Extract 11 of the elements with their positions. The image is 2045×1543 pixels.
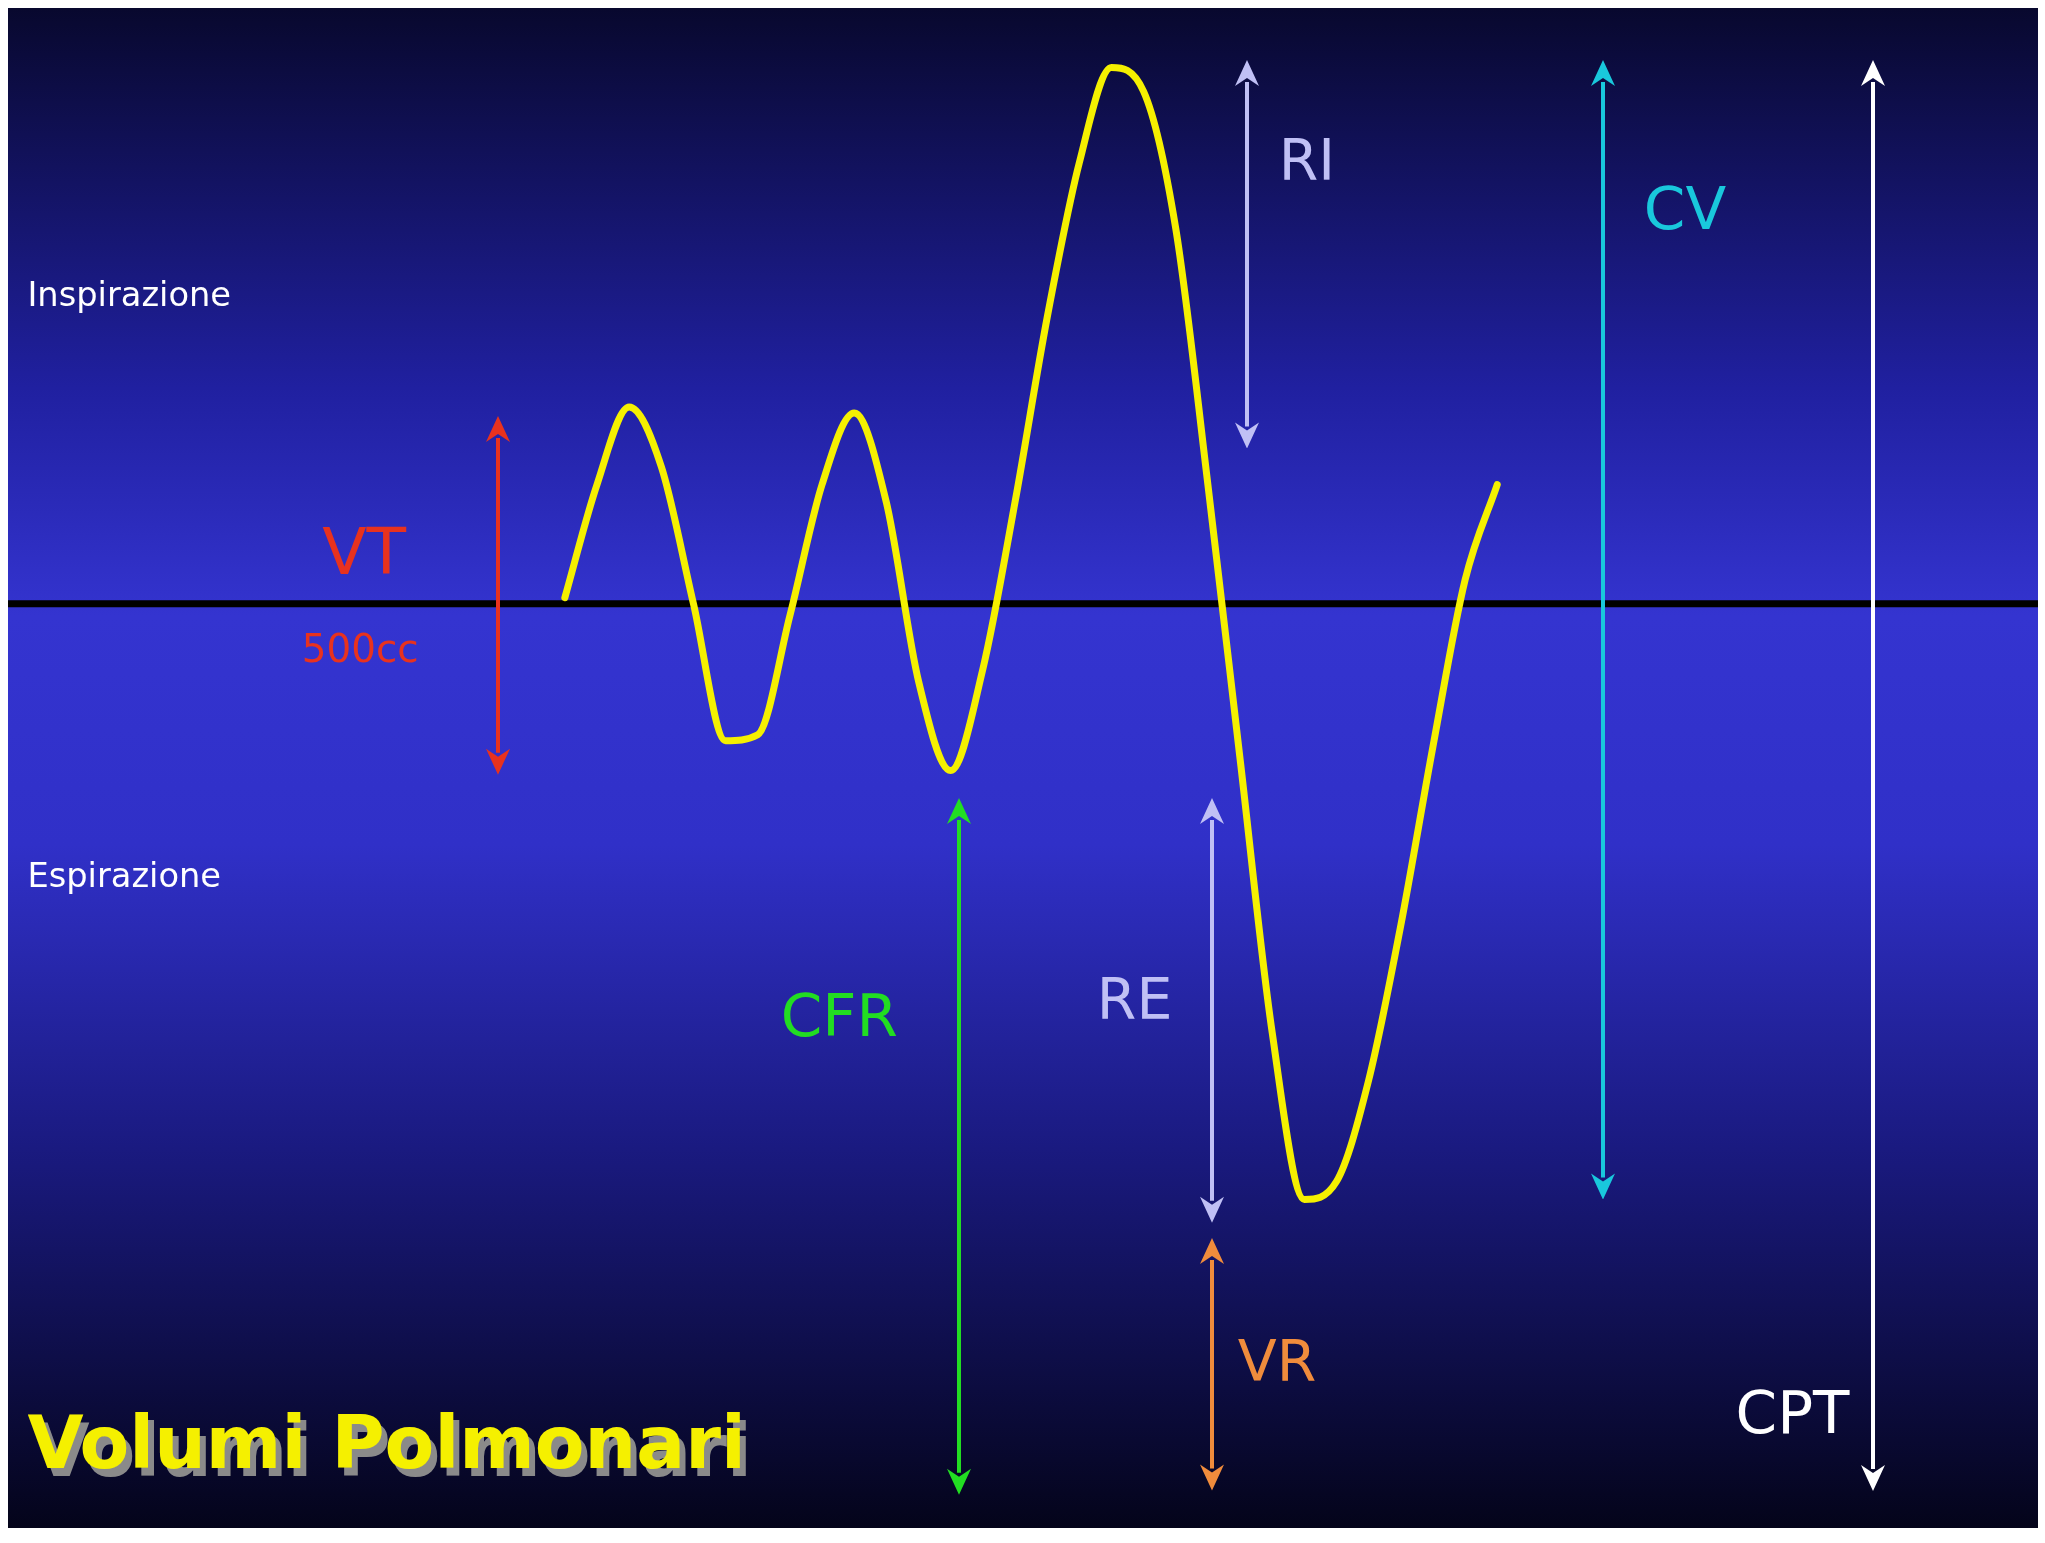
text: CV bbox=[1643, 173, 1727, 243]
annotation: RI bbox=[1278, 126, 1336, 193]
text: Volumi Polmonari bbox=[27, 1400, 746, 1485]
text: Inspirazione bbox=[27, 275, 232, 315]
annotation: CFR bbox=[780, 980, 898, 1050]
text: CPT bbox=[1735, 1378, 1850, 1448]
text: 500cc bbox=[301, 625, 419, 671]
text: Espirazione bbox=[27, 855, 222, 895]
text: VT bbox=[322, 513, 407, 589]
text: VR bbox=[1237, 1327, 1317, 1394]
annotation: RE bbox=[1096, 965, 1173, 1032]
